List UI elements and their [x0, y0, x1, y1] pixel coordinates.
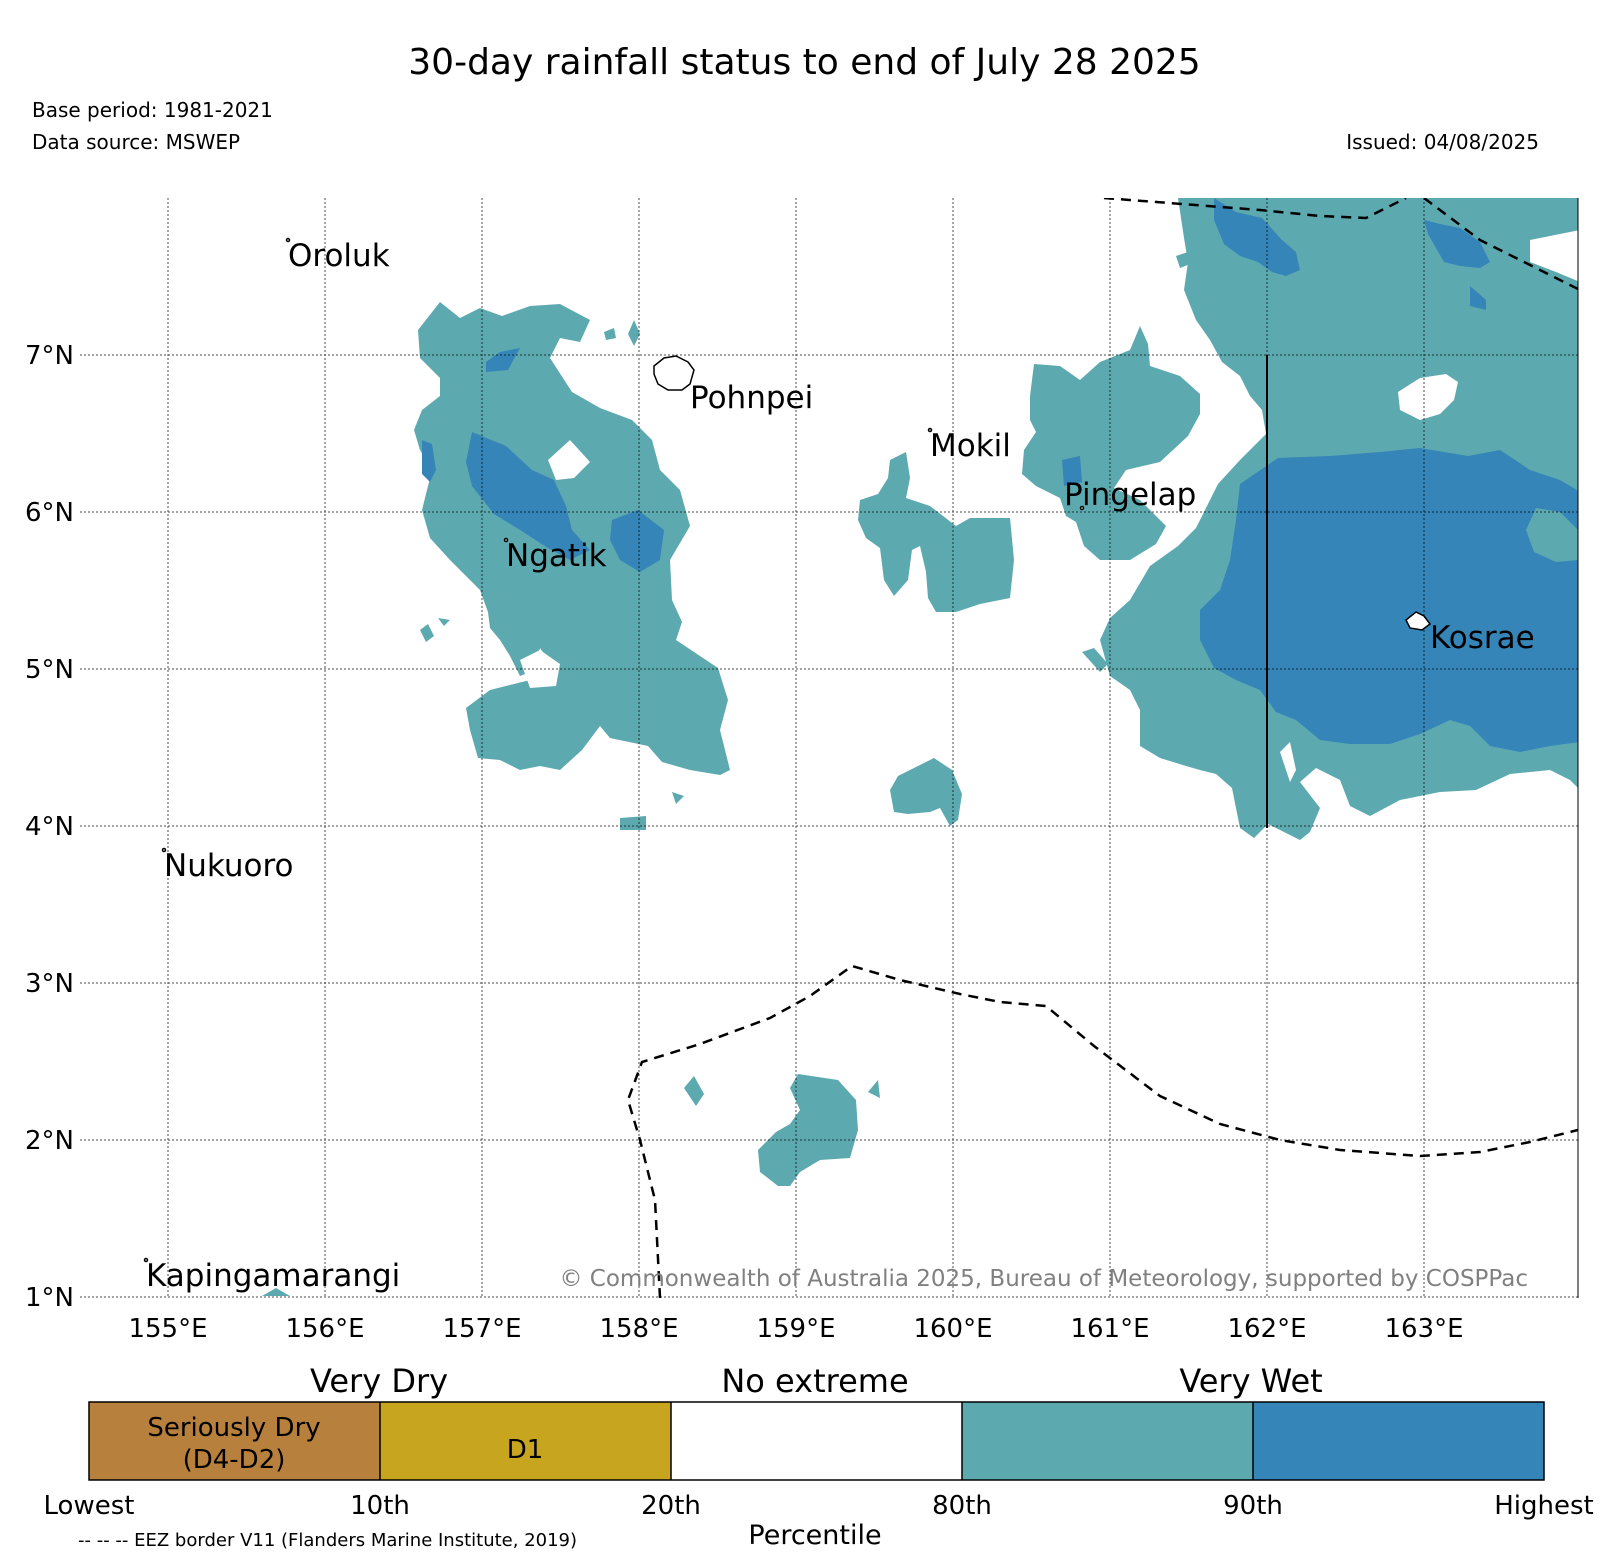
legend-tick-highest: Highest	[1494, 1491, 1594, 1521]
lon-tick-label: 155°E	[128, 1314, 207, 1344]
legend-tick-lowest: Lowest	[44, 1491, 135, 1521]
legend: Very Dry No extreme Very Wet Seriously D…	[44, 1362, 1594, 1551]
place-label-kosrae: Kosrae	[1430, 620, 1535, 656]
region-very-wet-kosrae-patch	[1082, 648, 1108, 672]
pingelap-island-marker	[1079, 505, 1085, 511]
legend-axis-label: Percentile	[748, 1520, 881, 1551]
region-highest-kosrae	[1200, 448, 1578, 752]
lon-tick-label: 163°E	[1384, 1314, 1463, 1344]
lat-tick-label: 2°N	[25, 1126, 74, 1156]
legend-tick-20th: 20th	[641, 1491, 701, 1521]
legend-label-seriously-dry: Seriously Dry	[147, 1413, 320, 1443]
region-highest-kosrae-north-2	[1424, 220, 1490, 268]
place-labels: Oroluk Pohnpei Mokil Pingelap Ngatik Kos…	[146, 238, 1535, 1294]
lat-tick-label: 6°N	[25, 498, 74, 528]
legend-label-d1: D1	[507, 1435, 544, 1465]
legend-swatch-wet-80-90	[962, 1402, 1253, 1480]
gridlines	[80, 198, 1578, 1298]
region-very-wet-small	[628, 320, 640, 346]
legend-group-no-extreme: No extreme	[721, 1362, 908, 1400]
lon-tick-label: 157°E	[442, 1314, 521, 1344]
kosrae-island-outline	[1405, 611, 1432, 631]
region-highest-kosrae-north-3	[1470, 286, 1486, 310]
region-highest-ngatik-3	[486, 348, 520, 372]
region-very-wet-south-2	[684, 1076, 704, 1106]
place-label-oroluk: Oroluk	[288, 238, 390, 274]
region-highest-ngatik-2	[610, 510, 664, 572]
place-label-ngatik: Ngatik	[506, 538, 607, 574]
longitude-labels: 155°E 156°E 157°E 158°E 159°E 160°E 161°…	[128, 1314, 1463, 1344]
legend-tick-10th: 10th	[350, 1491, 410, 1521]
place-label-nukuoro: Nukuoro	[164, 848, 293, 884]
islands	[143, 237, 1432, 1263]
lat-tick-label: 3°N	[25, 969, 74, 999]
issued-date: Issued: 04/08/2025	[1346, 130, 1539, 154]
lat-tick-label: 4°N	[25, 812, 74, 842]
legend-tick-90th: 90th	[1223, 1491, 1283, 1521]
data-source: Data source: MSWEP	[32, 130, 241, 154]
region-very-wet-small-5	[620, 816, 646, 830]
lon-tick-label: 159°E	[756, 1314, 835, 1344]
base-period: Base period: 1981-2021	[32, 98, 273, 122]
lon-tick-label: 162°E	[1227, 1314, 1306, 1344]
region-highest-ngatik-4	[422, 440, 436, 482]
copyright-notice: © Commonwealth of Australia 2025, Bureau…	[559, 1266, 1528, 1292]
place-label-kapingamarangi: Kapingamarangi	[146, 1258, 400, 1294]
region-very-wet-kosrae-inner	[1526, 508, 1578, 562]
legend-tick-80th: 80th	[932, 1491, 992, 1521]
region-no-extreme-kosrae-hole	[1398, 374, 1458, 420]
legend-frame	[88, 1401, 1545, 1481]
legend-group-very-dry: Very Dry	[310, 1362, 448, 1400]
place-label-pohnpei: Pohnpei	[690, 380, 813, 416]
region-no-extreme-hole	[548, 440, 590, 480]
lon-tick-label: 161°E	[1070, 1314, 1149, 1344]
lat-tick-label: 7°N	[25, 341, 74, 371]
region-highest-ngatik	[466, 432, 590, 560]
region-very-wet-small-4	[438, 618, 450, 626]
region-very-wet-south-3	[868, 1080, 880, 1098]
legend-swatch-no-extreme	[671, 1402, 962, 1480]
eez-borders	[626, 198, 1578, 1298]
region-very-wet-south	[758, 1074, 858, 1186]
region-very-wet-small-6	[672, 792, 684, 804]
eez-border-note: -- -- -- EEZ border V11 (Flanders Marine…	[78, 1530, 577, 1551]
legend-swatch-d1	[380, 1402, 671, 1480]
region-no-extreme-kosrae-hole-2	[1280, 742, 1296, 782]
oroluk-island-marker	[285, 237, 291, 243]
eez-border-north	[1103, 198, 1578, 291]
ngatik-island-marker	[503, 537, 509, 543]
kapingamarangi-island-marker	[143, 1257, 149, 1263]
region-very-wet-south-4	[262, 1288, 290, 1296]
legend-label-seriously-dry-codes: (D4-D2)	[183, 1445, 286, 1475]
region-very-wet-kosrae-patch-2	[1176, 252, 1190, 268]
pohnpei-island-outline	[653, 355, 695, 391]
region-very-wet-mokil-2	[890, 758, 962, 826]
lon-tick-label: 160°E	[913, 1314, 992, 1344]
lon-tick-label: 158°E	[599, 1314, 678, 1344]
latitude-labels: 7°N 6°N 5°N 4°N 3°N 2°N 1°N	[25, 341, 74, 1313]
map-title: 30-day rainfall status to end of July 28…	[408, 42, 1201, 83]
region-very-wet-pingelap	[1022, 326, 1200, 560]
region-very-wet-mokil	[858, 452, 1014, 612]
mokil-island-marker	[927, 427, 933, 433]
region-no-extreme-kosrae-hole-3	[1530, 230, 1578, 282]
lat-tick-label: 5°N	[25, 655, 74, 685]
place-label-mokil: Mokil	[930, 428, 1011, 464]
region-highest-pingelap	[1062, 456, 1082, 486]
region-very-wet-small-2	[604, 328, 616, 340]
lon-tick-label: 156°E	[285, 1314, 364, 1344]
lat-tick-label: 1°N	[25, 1283, 74, 1313]
eez-border-south	[626, 964, 1578, 1298]
region-highest-kosrae-north	[1214, 198, 1300, 276]
legend-swatch-wet-90-highest	[1253, 1402, 1544, 1480]
region-very-wet-small-3	[420, 624, 434, 642]
legend-swatch-seriously-dry	[89, 1402, 380, 1480]
nukuoro-island-marker	[161, 847, 167, 853]
legend-group-very-wet: Very Wet	[1179, 1362, 1322, 1400]
place-label-pingelap: Pingelap	[1064, 477, 1196, 513]
rainfall-regions	[262, 198, 1578, 1296]
